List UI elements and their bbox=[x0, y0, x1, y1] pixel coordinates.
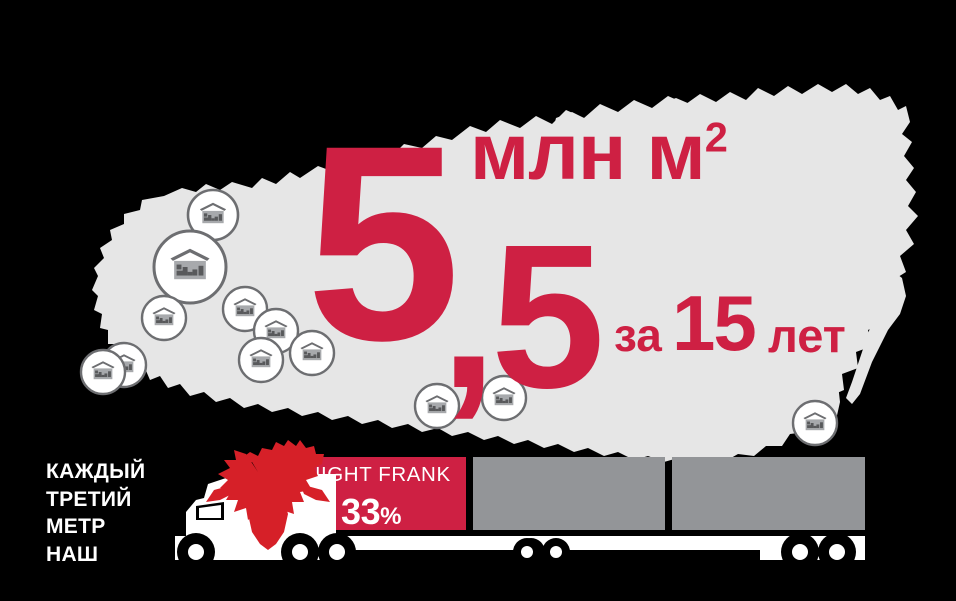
marker-3[interactable] bbox=[140, 294, 188, 342]
marker-2[interactable] bbox=[152, 229, 228, 305]
marker-11[interactable] bbox=[480, 374, 528, 422]
marker-7[interactable] bbox=[288, 329, 336, 377]
map-island-novaya-zemlya bbox=[554, 112, 606, 132]
slogan-line-4: НАШ bbox=[46, 543, 99, 567]
marker-9[interactable] bbox=[79, 348, 127, 396]
map-island-severnaya bbox=[658, 98, 690, 116]
bar-segment-gray-2[interactable] bbox=[672, 457, 865, 530]
truck-wheels bbox=[177, 533, 856, 571]
headline-unit-text: млн м bbox=[470, 107, 706, 196]
headline-big-number: 5 bbox=[306, 87, 461, 398]
percent-value: 33 bbox=[341, 491, 381, 532]
map-island-kamchatka bbox=[846, 270, 906, 404]
percent-sign: % bbox=[380, 503, 401, 530]
marker-12[interactable] bbox=[791, 399, 839, 447]
headline-period-suffix: лет bbox=[768, 309, 846, 362]
slogan-line-1: КАЖДЫЙ bbox=[46, 460, 146, 483]
slogan-block: КАЖДЫЙ ТРЕТИЙ МЕТР НАШ bbox=[46, 458, 145, 569]
headline-period-prefix: за bbox=[614, 309, 662, 361]
headline-unit: млн м2 bbox=[470, 112, 728, 192]
headline-decimal: ,5 bbox=[440, 202, 605, 431]
slogan-line-2: ТРЕТИЙ bbox=[46, 487, 132, 511]
headline-period-value: 15 bbox=[672, 279, 757, 367]
truck-illustration bbox=[0, 440, 956, 601]
knight-frank-percent: 33% bbox=[276, 491, 466, 533]
bar-segment-gray-1[interactable] bbox=[473, 457, 665, 530]
marker-6[interactable] bbox=[237, 336, 285, 384]
slogan-line-3: МЕТР bbox=[46, 515, 106, 539]
double-headed-eagle-icon bbox=[206, 440, 330, 550]
marker-10[interactable] bbox=[413, 382, 461, 430]
headline-unit-superscript: 2 bbox=[704, 113, 728, 161]
